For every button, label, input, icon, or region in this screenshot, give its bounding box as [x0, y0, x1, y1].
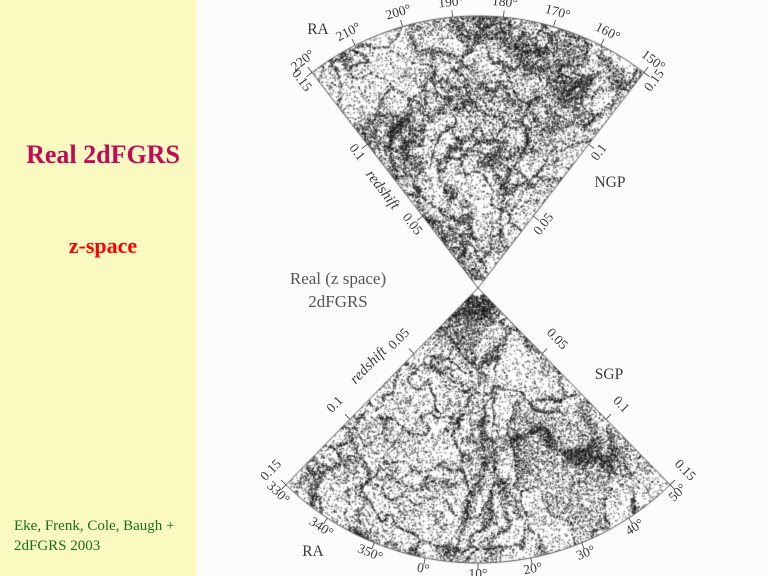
svg-text:RA: RA [302, 543, 324, 560]
svg-text:0.05: 0.05 [385, 325, 412, 353]
svg-text:190°: 190° [438, 0, 465, 10]
svg-text:30°: 30° [574, 542, 597, 563]
svg-text:350°: 350° [356, 541, 385, 565]
svg-text:0°: 0° [416, 560, 431, 576]
svg-text:160°: 160° [593, 19, 623, 44]
svg-text:170°: 170° [543, 1, 572, 23]
svg-text:redshift: redshift [347, 343, 391, 387]
svg-text:RA: RA [307, 21, 329, 38]
svg-text:50°: 50° [665, 480, 689, 504]
svg-text:180°: 180° [491, 0, 518, 10]
svg-text:0.1: 0.1 [610, 393, 633, 416]
svg-text:340°: 340° [307, 514, 337, 541]
svg-text:0.15: 0.15 [289, 66, 315, 94]
svg-text:0.1: 0.1 [587, 141, 609, 164]
svg-text:0.05: 0.05 [400, 210, 426, 238]
svg-text:0.1: 0.1 [346, 141, 368, 164]
svg-text:0.05: 0.05 [530, 210, 556, 238]
svg-text:0.15: 0.15 [257, 456, 284, 484]
svg-text:200°: 200° [384, 1, 413, 23]
svg-text:0.15: 0.15 [641, 66, 667, 94]
svg-text:SGP: SGP [595, 366, 623, 383]
svg-text:redshift: redshift [362, 167, 403, 213]
svg-text:0.05: 0.05 [544, 325, 571, 353]
svg-text:40°: 40° [622, 515, 646, 538]
svg-text:0.15: 0.15 [672, 456, 699, 484]
svg-text:0.1: 0.1 [323, 393, 346, 416]
svg-text:210°: 210° [333, 19, 363, 44]
svg-text:10°: 10° [469, 566, 488, 576]
svg-text:20°: 20° [522, 559, 543, 576]
svg-text:NGP: NGP [594, 174, 625, 191]
